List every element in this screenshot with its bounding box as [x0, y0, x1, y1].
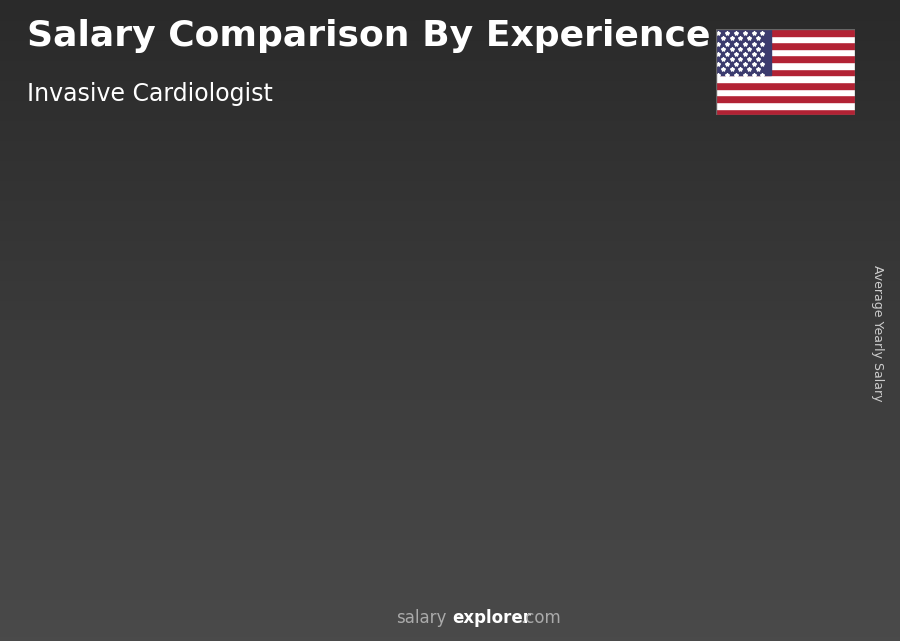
- Text: 20+ Years: 20+ Years: [696, 574, 806, 592]
- Bar: [716, 76, 855, 82]
- Bar: [716, 69, 855, 76]
- Text: .com: .com: [520, 609, 561, 627]
- Bar: [716, 42, 855, 49]
- Text: +9%: +9%: [517, 67, 583, 92]
- Text: explorer: explorer: [453, 609, 532, 627]
- Bar: [68, 369, 76, 550]
- Bar: [129, 369, 135, 550]
- Text: 454,000 USD: 454,000 USD: [420, 131, 538, 149]
- Bar: [453, 169, 519, 550]
- Text: 375,000 USD: 375,000 USD: [292, 199, 410, 217]
- Text: Invasive Cardiologist: Invasive Cardiologist: [27, 82, 273, 106]
- Polygon shape: [391, 228, 408, 550]
- Bar: [324, 235, 333, 550]
- Polygon shape: [580, 124, 664, 134]
- Text: 215,000 USD: 215,000 USD: [0, 382, 61, 400]
- Bar: [716, 82, 855, 88]
- Text: +34%: +34%: [122, 242, 208, 268]
- Text: 496,000 USD: 496,000 USD: [549, 95, 667, 113]
- Bar: [580, 134, 647, 550]
- Bar: [513, 169, 519, 550]
- Text: 2 to 5: 2 to 5: [206, 574, 270, 592]
- Polygon shape: [709, 102, 792, 112]
- Bar: [453, 169, 461, 550]
- Polygon shape: [324, 228, 408, 235]
- Polygon shape: [263, 303, 280, 550]
- Bar: [716, 29, 855, 35]
- Bar: [324, 235, 391, 550]
- Text: Average Yearly Salary: Average Yearly Salary: [871, 265, 884, 401]
- Polygon shape: [647, 124, 664, 550]
- Bar: [716, 109, 855, 115]
- Bar: [716, 62, 855, 69]
- Polygon shape: [196, 303, 280, 308]
- Bar: [716, 96, 855, 102]
- Bar: [716, 35, 855, 42]
- Text: 10 to 15: 10 to 15: [449, 574, 539, 592]
- Bar: [709, 112, 776, 550]
- Bar: [68, 369, 135, 550]
- Bar: [716, 88, 855, 96]
- Polygon shape: [776, 102, 792, 550]
- Text: < 2 Years: < 2 Years: [58, 574, 161, 592]
- Bar: [770, 112, 776, 550]
- Text: Salary Comparison By Experience: Salary Comparison By Experience: [27, 19, 710, 53]
- Bar: [716, 29, 771, 76]
- Bar: [716, 102, 855, 109]
- Bar: [196, 308, 205, 550]
- Bar: [709, 112, 717, 550]
- Bar: [716, 56, 855, 62]
- Bar: [256, 308, 263, 550]
- Text: +30%: +30%: [251, 166, 337, 192]
- Text: 522,000 USD: 522,000 USD: [677, 72, 795, 90]
- Text: 288,000 USD: 288,000 USD: [164, 273, 282, 291]
- Bar: [580, 134, 590, 550]
- Polygon shape: [453, 160, 536, 169]
- Text: 15 to 20: 15 to 20: [577, 574, 668, 592]
- Bar: [642, 134, 647, 550]
- Text: 5 to 10: 5 to 10: [328, 574, 404, 592]
- Text: salary: salary: [396, 609, 446, 627]
- Bar: [385, 235, 391, 550]
- Text: +5%: +5%: [644, 46, 712, 72]
- Polygon shape: [68, 365, 151, 369]
- Polygon shape: [519, 160, 536, 550]
- Bar: [196, 308, 263, 550]
- Bar: [716, 49, 855, 56]
- Text: +21%: +21%: [379, 99, 464, 125]
- Polygon shape: [135, 365, 151, 550]
